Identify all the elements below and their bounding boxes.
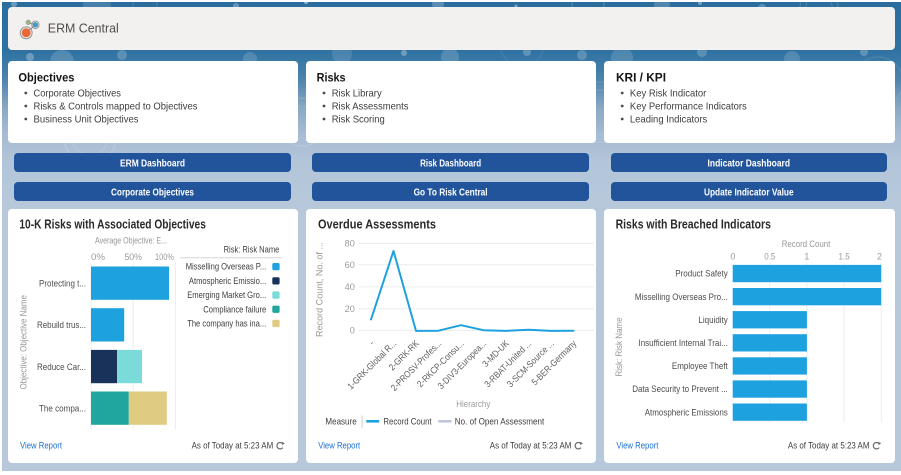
svg-text:Record Count, No. of ...: Record Count, No. of ... [315, 242, 325, 337]
svg-text:Overdue Assessments: Overdue Assessments [318, 216, 436, 231]
svg-text:50%: 50% [124, 252, 142, 262]
svg-text:Record Count: Record Count [782, 239, 831, 249]
svg-text:-: - [367, 338, 376, 347]
svg-text:100%: 100% [155, 252, 174, 262]
svg-text:Product Safety: Product Safety [675, 269, 728, 279]
svg-text:As of Today at 5:23 AM: As of Today at 5:23 AM [490, 441, 572, 451]
svg-text:0: 0 [350, 326, 355, 336]
svg-text:Key Performance Indicators: Key Performance Indicators [630, 101, 747, 112]
svg-text:The compa...: The compa... [39, 403, 86, 413]
svg-text:Employee Theft: Employee Theft [672, 361, 728, 371]
svg-text:Leading Indicators: Leading Indicators [630, 114, 707, 125]
svg-text:Liquidity: Liquidity [698, 315, 728, 325]
svg-text:Risk: Risk Name: Risk: Risk Name [224, 245, 280, 255]
svg-text:Protecting t...: Protecting t... [39, 278, 86, 288]
svg-text:Measure: Measure [325, 417, 356, 427]
svg-text:View Report: View Report [20, 441, 62, 451]
svg-text:1: 1 [804, 252, 809, 262]
svg-text:Objective: Objective Name: Objective: Objective Name [18, 295, 28, 389]
svg-text:No. of Open Assessment: No. of Open Assessment [455, 417, 545, 427]
svg-text:As of Today at 5:23 AM: As of Today at 5:23 AM [788, 441, 870, 451]
svg-text:Atmospheric Emissions: Atmospheric Emissions [645, 407, 728, 417]
svg-text:40: 40 [345, 282, 355, 292]
svg-text:2: 2 [877, 252, 882, 262]
svg-text:Hierarchy: Hierarchy [456, 399, 490, 409]
svg-text:Risks with Breached Indicators: Risks with Breached Indicators [616, 216, 771, 231]
svg-text:Emerging Market Gro...: Emerging Market Gro... [187, 290, 266, 300]
svg-text:View Report: View Report [318, 441, 360, 451]
svg-text:Corporate Objectives: Corporate Objectives [111, 188, 194, 199]
svg-text:Atmospheric Emissio...: Atmospheric Emissio... [189, 276, 266, 286]
svg-text:Business Unit Objectives: Business Unit Objectives [34, 114, 139, 125]
svg-text:Risks: Risks [317, 70, 346, 84]
svg-text:10-K Risks with Associated Obj: 10-K Risks with Associated Objectives [19, 216, 206, 231]
svg-text:Update Indicator Value: Update Indicator Value [704, 188, 794, 199]
svg-text:0%: 0% [91, 252, 105, 262]
svg-text:Risk: Risk Name: Risk: Risk Name [614, 317, 624, 376]
svg-text:Go To Risk Central: Go To Risk Central [414, 188, 488, 199]
svg-text:Risks & Controls mapped to Obj: Risks & Controls mapped to Objectives [34, 101, 198, 112]
svg-text:1.5: 1.5 [839, 252, 850, 262]
svg-text:0: 0 [730, 252, 735, 262]
svg-text:Key Risk Indicator: Key Risk Indicator [630, 88, 707, 99]
svg-text:Indicator Dashboard: Indicator Dashboard [708, 158, 791, 169]
svg-text:Reduce Car...: Reduce Car... [37, 362, 86, 372]
svg-text:Objectives: Objectives [18, 70, 74, 84]
svg-text:0.5: 0.5 [764, 252, 775, 262]
svg-text:Risk Scoring: Risk Scoring [332, 114, 385, 125]
svg-text:Risk Library: Risk Library [332, 88, 383, 99]
svg-text:ERM Central: ERM Central [48, 20, 119, 35]
svg-text:ERM Dashboard: ERM Dashboard [120, 158, 185, 169]
svg-text:Misselling Overseas P...: Misselling Overseas P... [186, 262, 267, 272]
svg-text:KRI / KPI: KRI / KPI [616, 70, 666, 84]
svg-text:Risk Assessments: Risk Assessments [332, 101, 409, 112]
svg-text:20: 20 [345, 304, 355, 314]
svg-text:Insufficient Internal Trai...: Insufficient Internal Trai... [639, 338, 728, 348]
svg-text:60: 60 [345, 260, 355, 270]
svg-text:Average Objective: E...: Average Objective: E... [95, 236, 167, 246]
svg-text:80: 80 [345, 239, 355, 249]
svg-text:Rebuild trus...: Rebuild trus... [37, 320, 86, 330]
svg-text:The company has ina...: The company has ina... [187, 319, 266, 329]
svg-text:Data Security to Prevent ...: Data Security to Prevent ... [632, 384, 728, 394]
svg-text:View Report: View Report [616, 441, 658, 451]
svg-text:Corporate Objectives: Corporate Objectives [34, 88, 121, 99]
svg-text:Compliance failure: Compliance failure [203, 304, 266, 314]
svg-text:Misselling Overseas Pro...: Misselling Overseas Pro... [635, 292, 728, 302]
svg-text:As of Today at 5:23 AM: As of Today at 5:23 AM [192, 441, 274, 451]
svg-text:Risk Dashboard: Risk Dashboard [420, 158, 481, 169]
svg-text:Record Count: Record Count [383, 417, 432, 427]
